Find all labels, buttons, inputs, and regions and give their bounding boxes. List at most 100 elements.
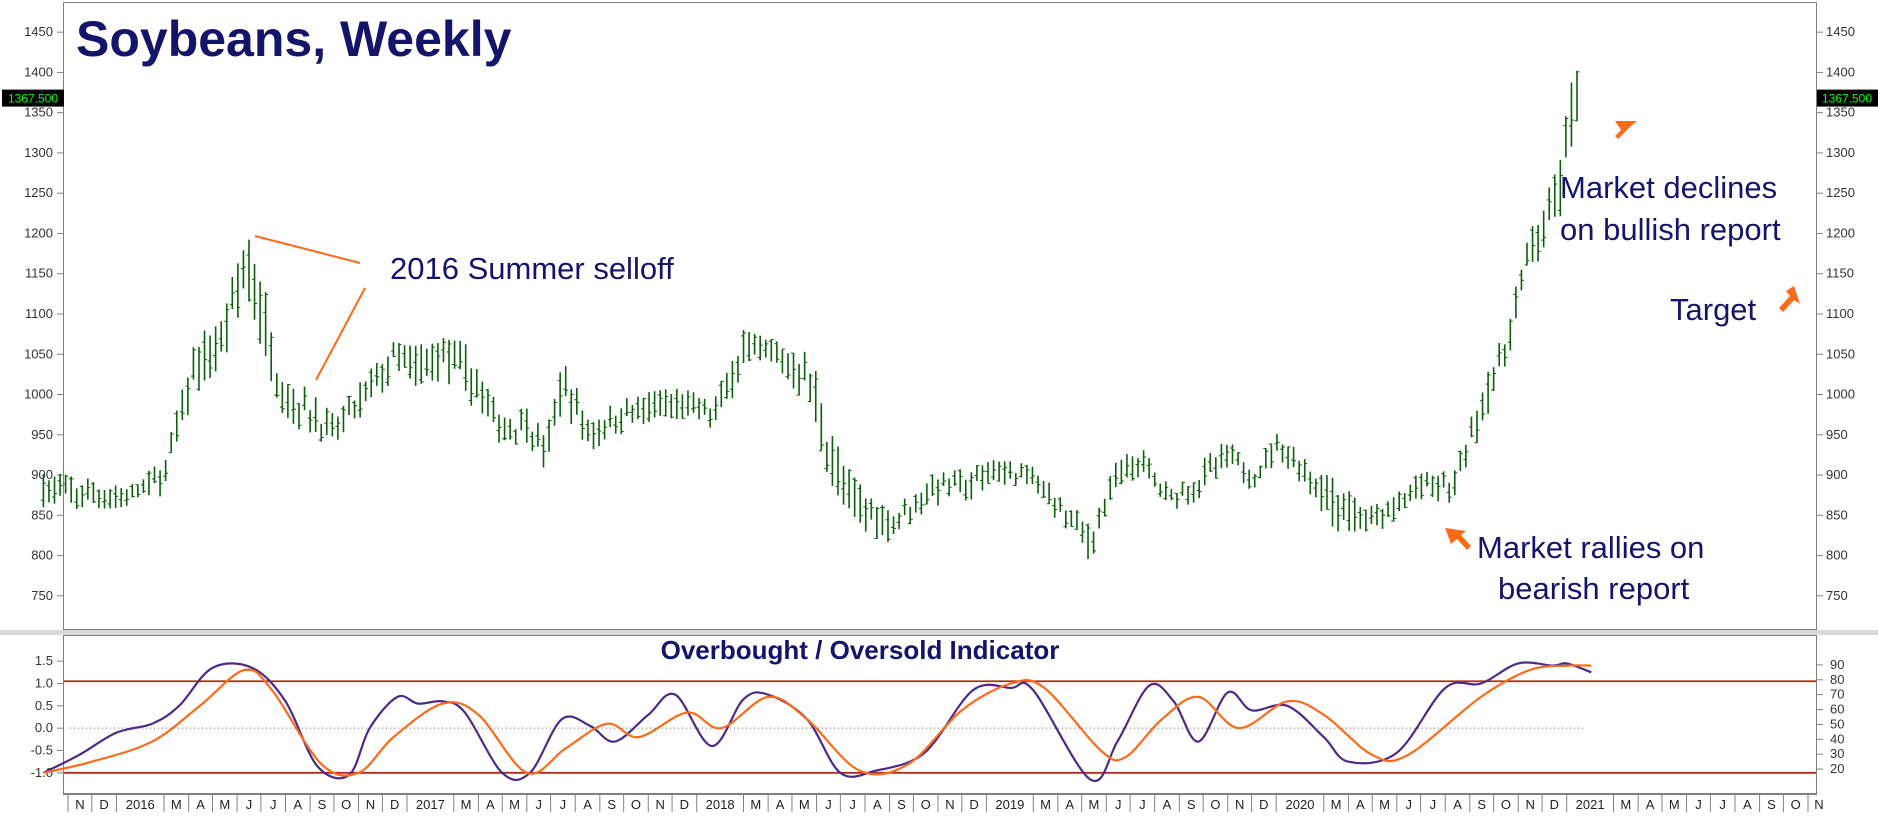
price-tick-label-left: 1200	[24, 225, 53, 240]
time-tick-label: A	[293, 797, 302, 812]
time-tick-label: O	[1791, 797, 1801, 812]
price-bar	[190, 347, 196, 380]
panel-separator	[0, 630, 1878, 635]
price-bar	[218, 321, 224, 352]
price-bar	[152, 466, 158, 484]
price-bar	[146, 470, 152, 496]
indicator-tick-label-right: 80	[1830, 672, 1844, 687]
price-bar	[413, 345, 419, 387]
price-bar	[813, 370, 819, 423]
price-bar	[268, 332, 274, 382]
price-bar	[841, 465, 847, 505]
price-tick-label-left: 800	[31, 548, 53, 563]
price-bar	[40, 474, 46, 508]
price-bar	[663, 389, 669, 417]
price-tick-label-left: 1450	[24, 24, 53, 39]
price-bar	[257, 281, 263, 344]
price-bar	[1546, 187, 1552, 221]
price-bar	[1129, 456, 1135, 481]
price-bar	[1557, 159, 1563, 217]
price-bar	[1330, 477, 1336, 527]
price-bar	[1441, 471, 1447, 488]
price-bar	[1013, 473, 1019, 487]
time-tick-label: M	[799, 797, 810, 812]
time-tick-label: S	[1187, 797, 1196, 812]
price-bar	[974, 465, 980, 481]
indicator-title: Overbought / Oversold Indicator	[661, 635, 1060, 665]
price-bar	[329, 413, 335, 437]
price-bar	[1074, 510, 1080, 530]
price-bar	[852, 477, 858, 517]
price-bar	[635, 396, 641, 420]
price-bar	[1029, 466, 1035, 485]
price-bar	[596, 419, 602, 447]
price-bar	[868, 498, 874, 520]
price-bar	[1296, 460, 1302, 482]
price-bar	[335, 416, 341, 440]
price-bar	[1368, 505, 1374, 524]
price-tick-label-left: 900	[31, 467, 53, 482]
price-tick-label-left: 1050	[24, 346, 53, 361]
price-bar	[935, 479, 941, 506]
price-bar	[474, 369, 480, 398]
price-bar	[296, 403, 302, 430]
price-bar	[46, 480, 52, 503]
price-bar	[263, 291, 269, 356]
price-bar	[874, 506, 880, 539]
price-bar	[1530, 226, 1536, 262]
time-tick-label: J	[849, 797, 856, 812]
price-bar	[557, 372, 563, 417]
price-bar	[1480, 392, 1486, 421]
price-bar	[807, 373, 813, 403]
price-bar	[1413, 475, 1419, 499]
price-bar	[696, 397, 702, 420]
price-bar	[1185, 485, 1191, 505]
price-bar	[1574, 70, 1580, 122]
price-bar	[1402, 492, 1408, 509]
price-bar	[563, 366, 569, 397]
price-tick-label-right: 1250	[1826, 185, 1855, 200]
price-bar	[641, 397, 647, 425]
price-bar	[618, 408, 624, 435]
price-bar	[452, 340, 458, 369]
price-bar	[102, 489, 108, 509]
price-bar	[574, 388, 580, 415]
price-bar	[129, 484, 135, 498]
time-tick-label: S	[607, 797, 616, 812]
price-bar	[1235, 452, 1241, 466]
price-bar	[1385, 501, 1391, 517]
price-bar	[741, 330, 747, 363]
price-bar	[1191, 482, 1197, 503]
price-bar	[502, 417, 508, 441]
time-tick-label: D	[1550, 797, 1559, 812]
price-bar	[168, 432, 174, 454]
time-tick-label: M	[1331, 797, 1342, 812]
price-bar	[1257, 465, 1263, 479]
price-bar	[1485, 371, 1491, 414]
price-bar	[585, 419, 591, 442]
indicator-tick-label-left: 0.0	[35, 720, 53, 735]
time-tick-label: J	[1139, 797, 1146, 812]
price-bar	[846, 469, 852, 509]
price-bar	[1024, 464, 1030, 485]
price-bar	[902, 498, 908, 516]
price-bar	[307, 410, 313, 433]
price-bar	[952, 470, 958, 486]
price-tick-label-right: 950	[1826, 427, 1848, 442]
price-bar	[1418, 473, 1424, 500]
price-bar	[1246, 469, 1252, 489]
price-bar	[385, 356, 391, 386]
time-tick-label: A	[776, 797, 785, 812]
price-bar	[346, 395, 352, 416]
time-tick-label: D	[969, 797, 978, 812]
time-tick-label: A	[1646, 797, 1655, 812]
price-bar	[963, 479, 969, 501]
annotation-target: Target	[1670, 286, 1800, 327]
price-bar	[646, 392, 652, 422]
price-bar	[1018, 463, 1024, 478]
price-bar	[1046, 482, 1052, 505]
price-bar	[1085, 523, 1091, 560]
price-bar	[252, 263, 258, 320]
